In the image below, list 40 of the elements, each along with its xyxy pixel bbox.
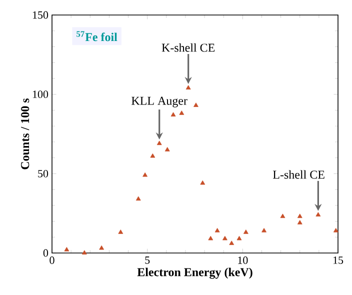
point [214,228,220,232]
point [82,250,87,254]
point [64,247,70,252]
point [156,140,162,146]
point [243,230,248,234]
point [229,240,234,245]
point [99,245,104,250]
point [150,153,156,158]
point [297,214,302,218]
point [118,230,124,234]
point [222,236,228,240]
point [236,236,242,240]
point [316,212,321,216]
y-tick-label: 100 [32,90,48,98]
annotation: L-shell CE [272,170,324,179]
annotation: KLL Auger [132,96,188,108]
y-tick-label: 150 [32,11,48,19]
point [142,172,148,177]
point [179,110,184,115]
x-tick-label: 5 [145,256,150,264]
point [164,147,170,152]
point [170,112,176,116]
y-axis-title: Counts / 100 s [21,98,30,170]
annotation: $^{57}$Fe foil [76,31,118,42]
x-tick-label: 15 [333,256,344,264]
point [280,214,286,218]
annotation: K-shell CE [162,43,215,52]
x-tick-label: 0 [50,256,54,264]
y-tick-label: 50 [38,170,48,178]
point [262,228,266,232]
x-axis-title: Electron Energy (keV) [137,268,252,279]
point [194,102,198,107]
point [297,220,302,224]
point [208,236,214,240]
point [200,180,206,185]
point [186,85,191,90]
point [136,196,141,201]
y-tick-label: 0 [43,249,48,257]
point [333,228,338,232]
x-tick-label: 10 [238,256,248,264]
